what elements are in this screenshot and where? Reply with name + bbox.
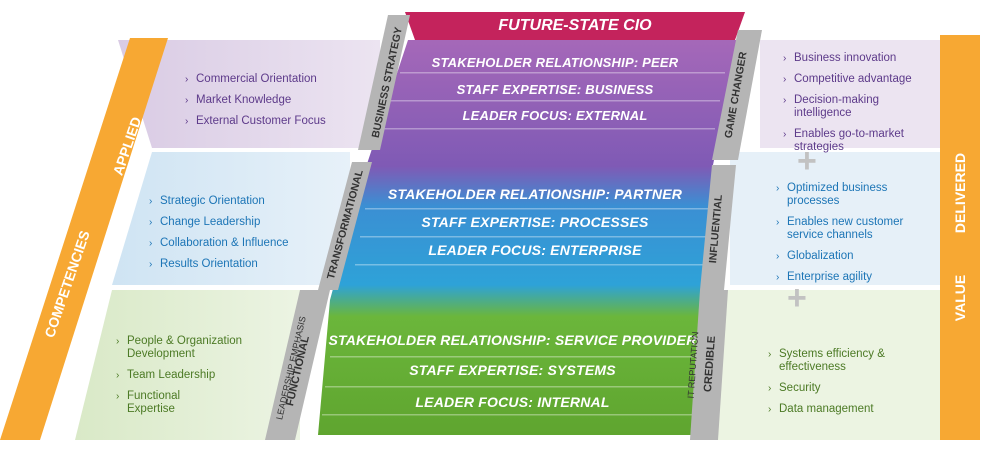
chevron-right-icon: › (149, 259, 153, 270)
chevron-right-icon: › (116, 391, 120, 402)
list-item: › Data management (768, 403, 874, 415)
value-influential-list: › Optimized business processes › Enables n… (776, 182, 926, 292)
tier-top: STAKEHOLDER RELATIONSHIP: PEER STAFF EXP… (390, 44, 720, 164)
list-item: › Change Leadership (149, 216, 261, 228)
list-item: › Results Orientation (149, 258, 258, 270)
label-business-strategy-bg (358, 15, 410, 150)
list-item: › Security (768, 382, 821, 394)
right-pillar (940, 35, 980, 440)
competencies-functional-list: › People & Organization Development › Team… (116, 335, 266, 424)
value-game-changer-list: › Business innovation › Competitive advant… (783, 52, 933, 162)
chevron-right-icon: › (776, 272, 780, 283)
list-item: › Commercial Orientation (185, 73, 317, 85)
chevron-right-icon: › (149, 238, 153, 249)
label-transformational-bg (318, 162, 372, 290)
list-item: › People & Organization Development (116, 335, 243, 360)
list-item: › Enables go-to-market strategies (783, 128, 904, 153)
stair-body (318, 40, 738, 435)
value-credible-list: › Systems efficiency & effectiveness › Sec… (768, 348, 918, 424)
tier-middle: STAKEHOLDER RELATIONSHIP: PARTNER STAFF … (355, 175, 715, 275)
tier-middle-line-1: STAKEHOLDER RELATIONSHIP: PARTNER (387, 186, 683, 202)
pillar-value-label: VALUE (952, 274, 968, 322)
label-functional-bg (265, 290, 330, 440)
tier-bottom-line-2: STAFF EXPERTISE: SYSTEMS (409, 362, 616, 378)
list-item: › Strategic Orientation (149, 195, 265, 207)
tier-top-line-2: STAFF EXPERTISE: BUSINESS (456, 82, 654, 97)
chevron-right-icon: › (783, 95, 787, 106)
chevron-right-icon: › (783, 53, 787, 64)
chevron-right-icon: › (768, 349, 772, 360)
left-band-transformational (112, 152, 350, 285)
chevron-right-icon: › (783, 74, 787, 85)
tier-top-line-1: STAKEHOLDER RELATIONSHIP: PEER (431, 55, 679, 70)
tier-top-line-3: LEADER FOCUS: EXTERNAL (462, 108, 648, 123)
label-influential-bg (700, 165, 736, 290)
right-band-influential (730, 152, 948, 285)
plus-icon: + (787, 279, 807, 317)
list-item: › Globalization (776, 250, 854, 262)
list-item: › Competitive advantage (783, 73, 912, 85)
tier-bottom-line-3: LEADER FOCUS: INTERNAL (415, 394, 610, 410)
chevron-right-icon: › (116, 336, 120, 347)
chevron-right-icon: › (149, 196, 153, 207)
list-item: › Collaboration & Influence (149, 237, 289, 249)
chevron-right-icon: › (185, 116, 189, 127)
left-band-applied (118, 40, 380, 148)
chevron-right-icon: › (783, 129, 787, 140)
list-item: › Optimized business processes (776, 182, 888, 207)
list-item: › Enterprise agility (776, 271, 873, 283)
competencies-applied-list: › Commercial Orientation › Market Knowledg… (185, 73, 355, 136)
chevron-right-icon: › (768, 404, 772, 415)
label-credible-bg (690, 290, 728, 440)
tier-bottom-line-1: STAKEHOLDER RELATIONSHIP: SERVICE PROVID… (328, 332, 697, 348)
tier-middle-line-3: LEADER FOCUS: ENTERPRISE (428, 242, 642, 258)
list-item: › Enables new customer service channels (776, 216, 904, 241)
right-band-game-changer (760, 40, 948, 148)
title: FUTURE-STATE CIO (498, 17, 652, 34)
list-item: › Team Leadership (116, 369, 216, 381)
chevron-right-icon: › (776, 217, 780, 228)
title-banner (405, 12, 745, 40)
list-item: › Systems efficiency & effectiveness (768, 348, 885, 373)
left-pillar (0, 38, 168, 440)
tier-middle-line-2: STAFF EXPERTISE: PROCESSES (421, 214, 649, 230)
chevron-right-icon: › (185, 95, 189, 106)
chevron-right-icon: › (185, 74, 189, 85)
competencies-transformational-list: › Strategic Orientation › Change Leadershi… (149, 195, 319, 279)
pillar-delivered-label: DELIVERED (952, 152, 968, 234)
list-item: › Business innovation (783, 52, 897, 64)
list-item: › Decision-making intelligence (783, 94, 880, 119)
chevron-right-icon: › (116, 370, 120, 381)
label-game-changer-bg (712, 30, 762, 160)
tier-bottom: STAKEHOLDER RELATIONSHIP: SERVICE PROVID… (325, 320, 700, 420)
chevron-right-icon: › (768, 383, 772, 394)
right-band-credible (700, 290, 948, 440)
list-item: › Market Knowledge (185, 94, 292, 106)
chevron-right-icon: › (776, 251, 780, 262)
list-item: › Functional Expertise (116, 390, 181, 415)
plus-icon: + (797, 142, 817, 180)
list-item: › External Customer Focus (185, 115, 326, 127)
chevron-right-icon: › (149, 217, 153, 228)
chevron-right-icon: › (776, 183, 780, 194)
left-band-functional (75, 290, 300, 440)
